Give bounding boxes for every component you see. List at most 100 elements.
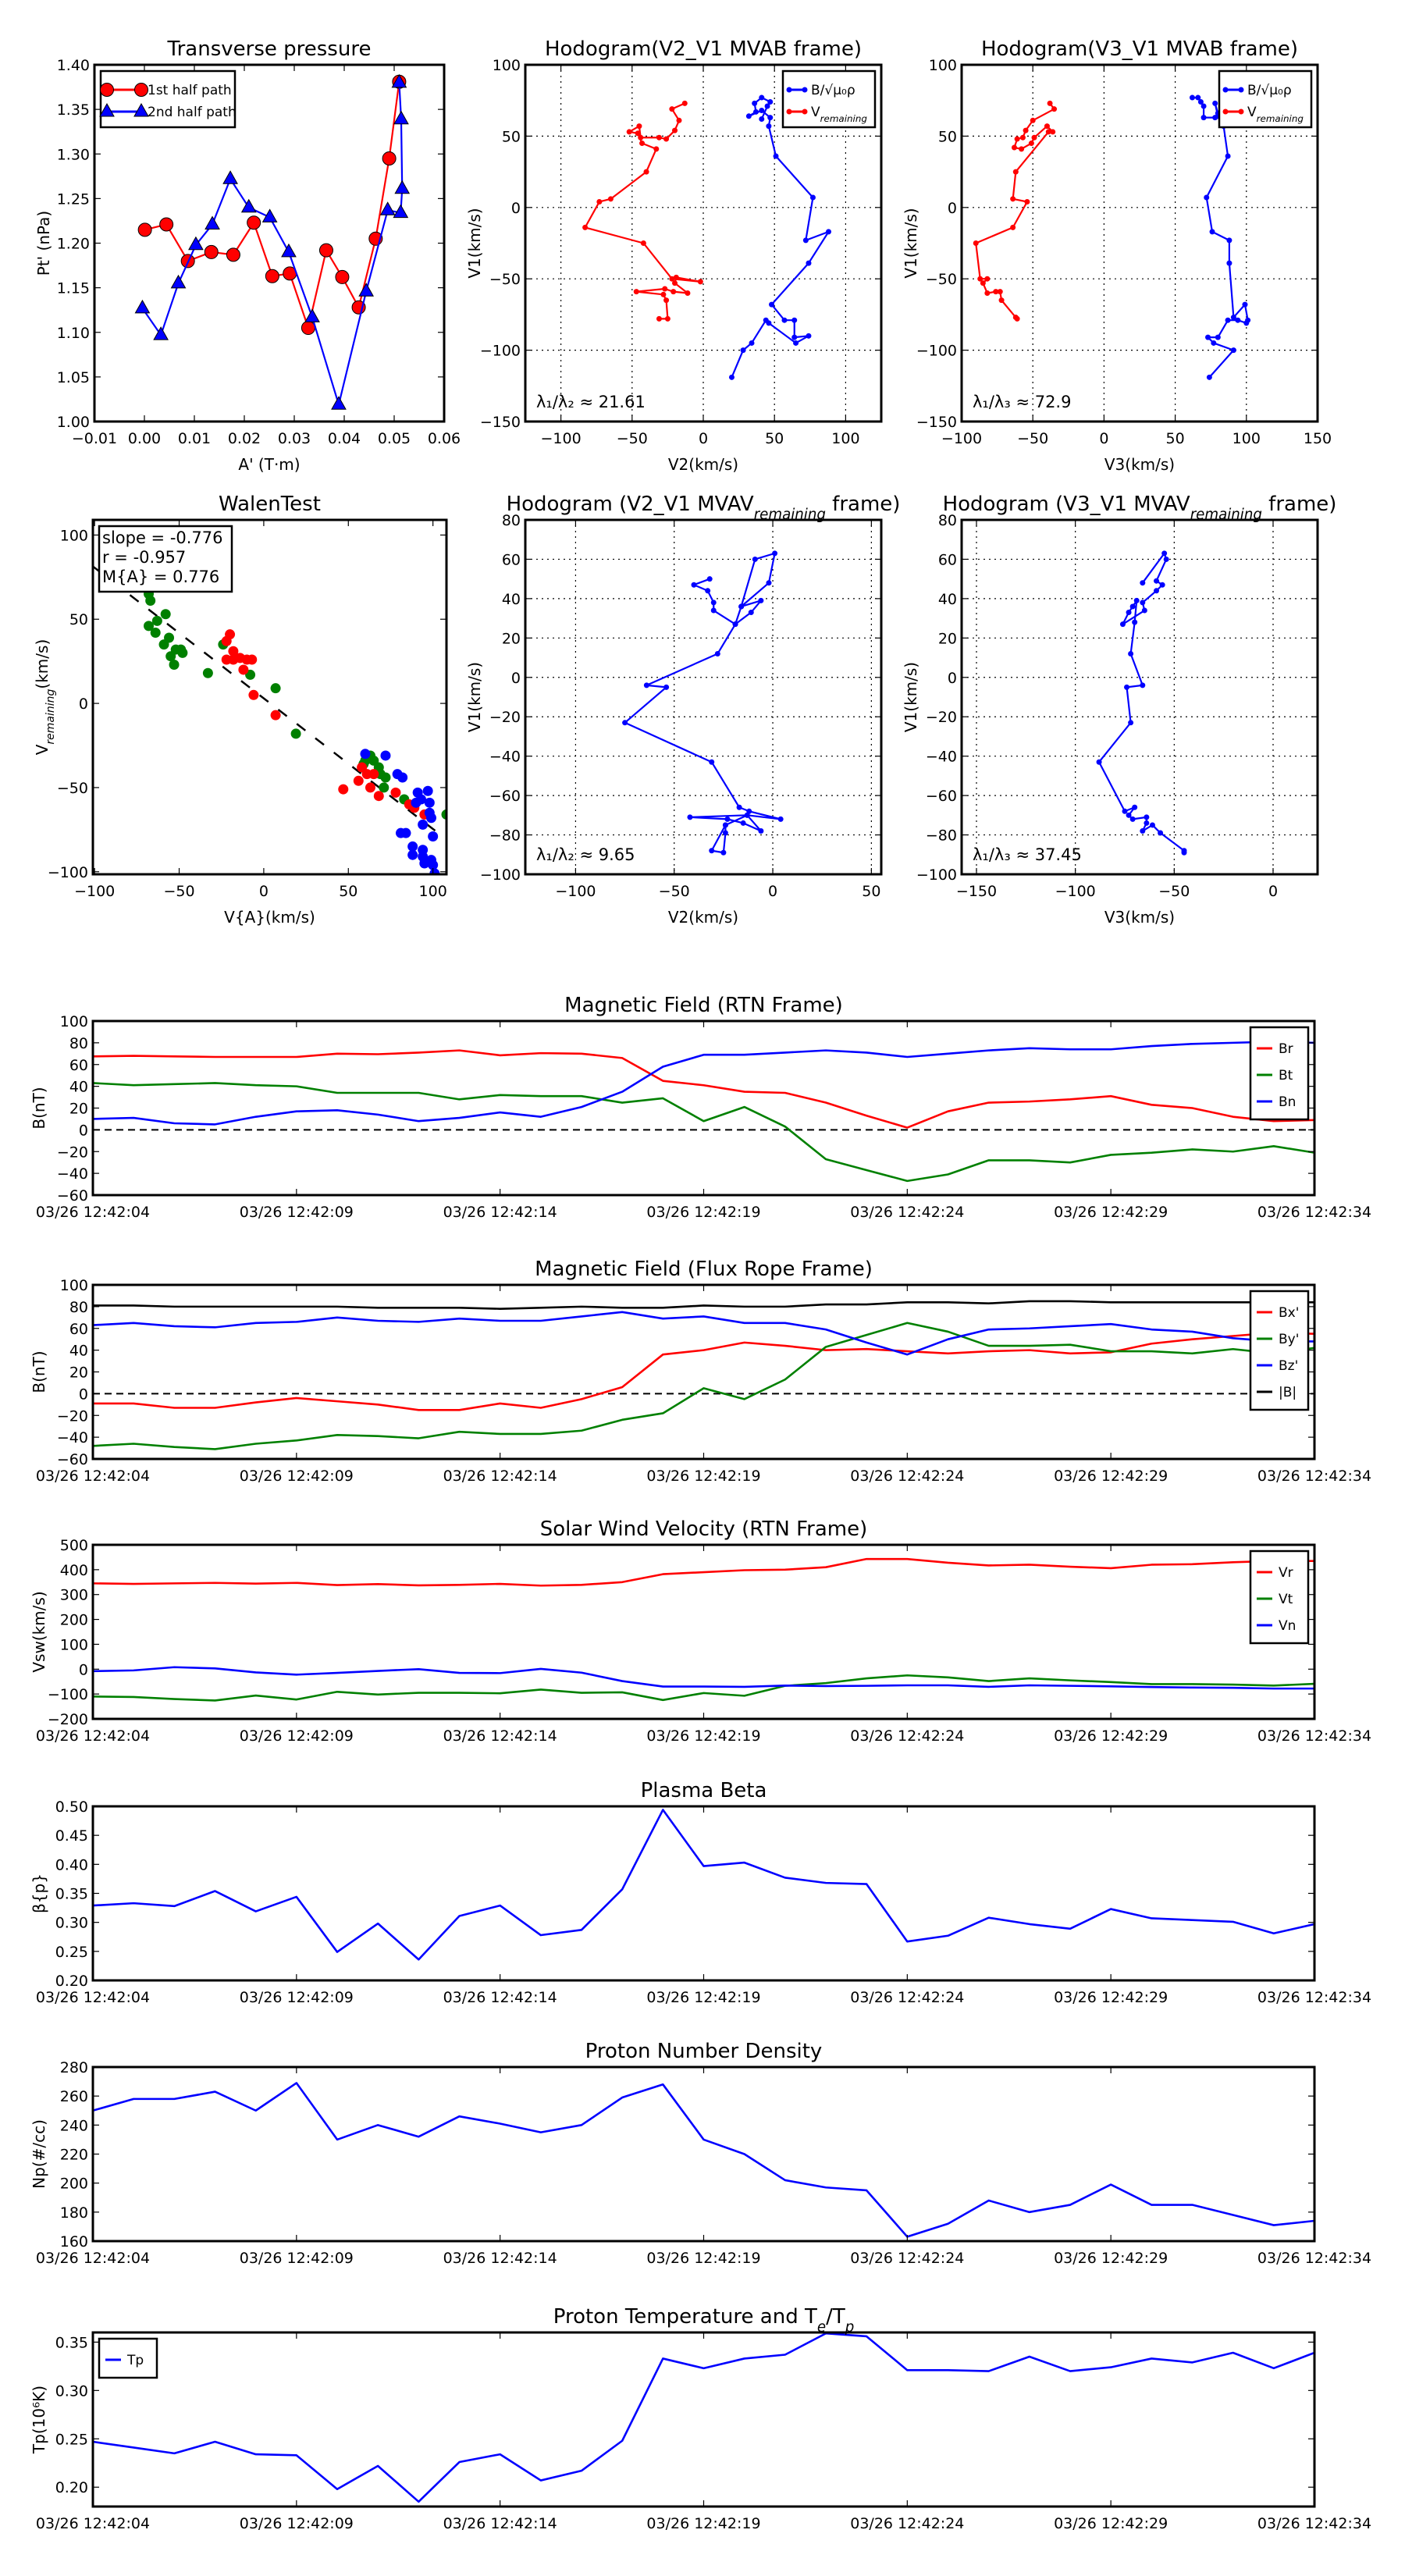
x-tick-label: 03/26 12:42:04 [36, 1468, 150, 1485]
legend-marker [1238, 87, 1244, 93]
y-tick-label: 60 [69, 1321, 88, 1338]
chart-title: Hodogram (V3_V1 MVAVremaining frame) [943, 493, 1337, 523]
y-tick-label: −80 [489, 827, 521, 845]
x-axis-label: V2(km/s) [668, 908, 738, 927]
y-tick-label: 0.25 [55, 2431, 88, 2448]
data-point [740, 820, 746, 826]
y-tick-label: 100 [60, 1013, 88, 1030]
data-point [428, 831, 439, 841]
legend-label: Vn [1279, 1618, 1296, 1634]
y-tick-label: 80 [69, 1035, 88, 1052]
legend-box [1249, 1026, 1310, 1121]
data-point [391, 73, 407, 88]
data-point [781, 317, 788, 323]
legend: Br Bt Bn [1249, 1026, 1310, 1121]
x-tick-label: 03/26 12:42:34 [1257, 1989, 1371, 2006]
data-point [1012, 169, 1019, 175]
stats-box-frame [98, 525, 233, 593]
data-point [248, 689, 259, 700]
data-point [159, 217, 174, 232]
eigenvalue-ratio: λ₁/λ₃ ≈ 72.9 [973, 393, 1071, 411]
data-point [165, 651, 176, 662]
data-point [1181, 849, 1187, 856]
y-tick-label: 20 [502, 630, 521, 647]
y-tick-label: 40 [938, 591, 957, 608]
data-point [422, 785, 433, 796]
data-point [150, 628, 161, 639]
data-point [672, 127, 678, 133]
series-line [93, 1049, 1314, 1129]
data-point [1211, 340, 1217, 346]
legend-marker [1238, 109, 1244, 115]
x-tick-label: 03/26 12:42:19 [646, 1204, 760, 1221]
axes-frame [91, 1283, 1316, 1461]
series-tp [93, 2332, 1314, 2503]
data-point [335, 269, 350, 284]
data-point [424, 797, 435, 808]
x-tick-label: 03/26 12:42:14 [443, 1727, 557, 1745]
data-point [766, 580, 772, 586]
y-axis-label: B(nT) [30, 1087, 48, 1129]
series-line [93, 1666, 1314, 1690]
data-point [662, 286, 668, 292]
data-point [1161, 550, 1168, 557]
fit-line [93, 565, 441, 835]
legend-label: Bt [1279, 1068, 1293, 1083]
y-tick-label: −200 [48, 1711, 88, 1728]
x-tick-label: 03/26 12:42:19 [646, 1727, 760, 1745]
legend-marker [1222, 109, 1229, 115]
data-point [1096, 759, 1102, 765]
data-point [151, 615, 162, 626]
series-by- [93, 1322, 1314, 1450]
stats-line: M{A} = 0.776 [102, 568, 219, 586]
data-point [664, 315, 670, 322]
y-tick-label: 50 [69, 611, 88, 628]
data-point [636, 123, 642, 130]
data-point [767, 115, 774, 121]
y-tick-label: 60 [938, 551, 957, 568]
data-point [238, 664, 249, 675]
x-tick-label: 0 [699, 430, 708, 447]
series-line [93, 1322, 1314, 1450]
y-tick-label: 0.35 [55, 2334, 88, 2351]
data-point [1235, 317, 1241, 323]
data-point [301, 321, 315, 336]
data-point [640, 240, 646, 246]
data-point [1132, 619, 1138, 625]
data-point [1189, 94, 1195, 101]
chart-title: Transverse pressure [167, 37, 372, 61]
y-tick-label: 200 [60, 1612, 88, 1629]
y-tick-label: −50 [489, 271, 521, 288]
y-tick-label: −50 [926, 271, 957, 288]
x-tick-label: 100 [1232, 430, 1261, 447]
data-point [1158, 830, 1164, 836]
x-axis-label: V3(km/s) [1104, 455, 1175, 474]
data-point [759, 116, 765, 122]
series-bn [93, 1041, 1314, 1126]
data-point [635, 130, 641, 137]
data-point [160, 609, 171, 620]
data-point [984, 276, 991, 282]
legend-label: |B| [1279, 1385, 1297, 1400]
data-point [660, 291, 667, 297]
data-point [1126, 812, 1132, 818]
axes-frame [91, 518, 448, 876]
data-point [764, 103, 770, 109]
y-tick-label: −100 [480, 343, 521, 360]
data-point [240, 198, 257, 213]
stats-line: r = -0.957 [102, 548, 186, 567]
data-point [170, 274, 187, 289]
y-tick-label: 40 [69, 1079, 88, 1096]
x-tick-label: 150 [1304, 430, 1332, 447]
chart-hodogram-v2-v1-mvab: −100 −50 0 50 100 −150 −100 −50 0 50 100 Hodogram(V… [465, 37, 883, 474]
x-tick-label: 03/26 12:42:24 [850, 1727, 964, 1745]
legend-marker [786, 87, 792, 93]
data-point [1128, 651, 1134, 657]
data-point [380, 750, 391, 761]
data-point [382, 151, 397, 165]
data-point [1045, 129, 1051, 135]
x-tick-label: −100 [555, 883, 596, 900]
x-tick-label: 03/26 12:42:09 [240, 2250, 354, 2267]
series-br [93, 1049, 1314, 1129]
data-point [977, 276, 984, 282]
